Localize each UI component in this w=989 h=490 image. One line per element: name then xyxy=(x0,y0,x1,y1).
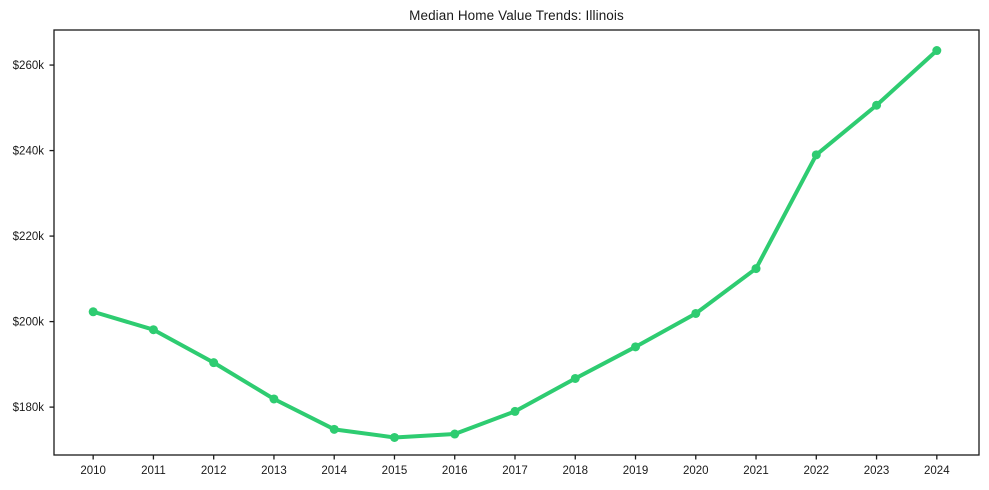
data-point-marker xyxy=(148,325,158,335)
data-point-marker xyxy=(751,264,761,274)
data-point-marker xyxy=(570,373,580,383)
data-point-marker xyxy=(88,307,98,317)
data-point-marker xyxy=(691,308,701,318)
y-tick-label: $220k xyxy=(13,231,45,243)
chart-title: Median Home Value Trends: Illinois xyxy=(409,8,624,23)
x-tick-label: 2011 xyxy=(141,465,166,477)
x-tick-label: 2013 xyxy=(261,465,287,477)
x-tick-label: 2010 xyxy=(80,465,106,477)
x-tick-label: 2014 xyxy=(321,465,347,477)
x-tick-label: 2012 xyxy=(201,465,227,477)
x-tick-label: 2020 xyxy=(683,465,709,477)
x-tick-label: 2023 xyxy=(864,465,890,477)
y-tick-label: $180k xyxy=(13,402,45,414)
y-tick-label: $260k xyxy=(13,60,45,72)
y-tick-label: $240k xyxy=(13,146,45,158)
data-point-marker xyxy=(209,358,219,368)
x-tick-label: 2015 xyxy=(382,465,408,477)
data-point-marker xyxy=(631,342,641,352)
x-tick-label: 2024 xyxy=(924,465,950,477)
data-point-marker xyxy=(389,432,399,442)
data-point-marker xyxy=(932,46,942,56)
data-point-marker xyxy=(510,406,520,416)
x-tick-label: 2018 xyxy=(562,465,588,477)
data-point-marker xyxy=(329,424,339,434)
y-tick-label: $200k xyxy=(13,317,45,329)
x-tick-label: 2022 xyxy=(803,465,829,477)
x-tick-label: 2016 xyxy=(442,465,468,477)
data-point-marker xyxy=(269,394,279,404)
data-point-marker xyxy=(872,100,882,110)
data-point-marker xyxy=(450,429,460,439)
x-tick-label: 2021 xyxy=(743,465,769,477)
plot-border xyxy=(53,29,980,456)
trend-line xyxy=(91,48,939,440)
data-point-marker xyxy=(811,150,821,160)
x-tick-label: 2019 xyxy=(623,465,649,477)
x-tick-label: 2017 xyxy=(502,465,528,477)
